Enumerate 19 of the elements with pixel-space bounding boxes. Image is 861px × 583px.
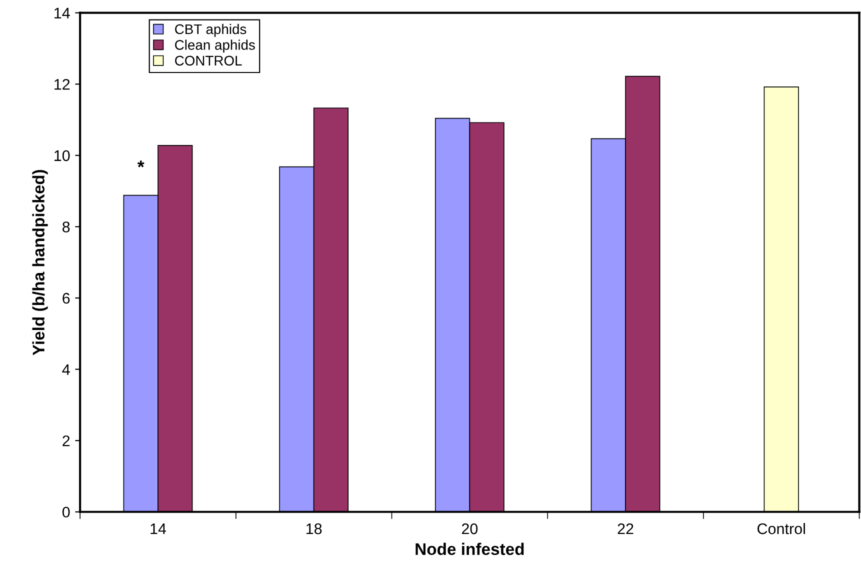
x-axis-title: Node infested [416, 542, 524, 556]
legend-label: CONTROL [175, 56, 242, 66]
y-tick-label: 14 [54, 8, 70, 18]
y-tick-label: 8 [62, 222, 70, 232]
legend-label: CBT aphids [175, 24, 246, 37]
y-tick-label: 4 [62, 364, 70, 375]
y-tick-label: 6 [62, 292, 70, 304]
legend-label: Clean aphids [175, 40, 255, 53]
x-tick-label: 22 [618, 523, 634, 534]
y-tick-label: 12 [54, 78, 70, 90]
x-tick-label: 20 [462, 523, 478, 534]
y-tick-label: 10 [54, 150, 70, 162]
y-tick-label: 0 [62, 506, 70, 518]
y-tick-label: 2 [62, 435, 70, 446]
annotation: * [137, 160, 144, 168]
y-axis-title: Yield (b/ha handpicked) [32, 170, 48, 356]
x-tick-label: 18 [306, 523, 322, 534]
x-tick-label: 14 [150, 524, 166, 534]
x-tick-label: Control [758, 522, 805, 534]
